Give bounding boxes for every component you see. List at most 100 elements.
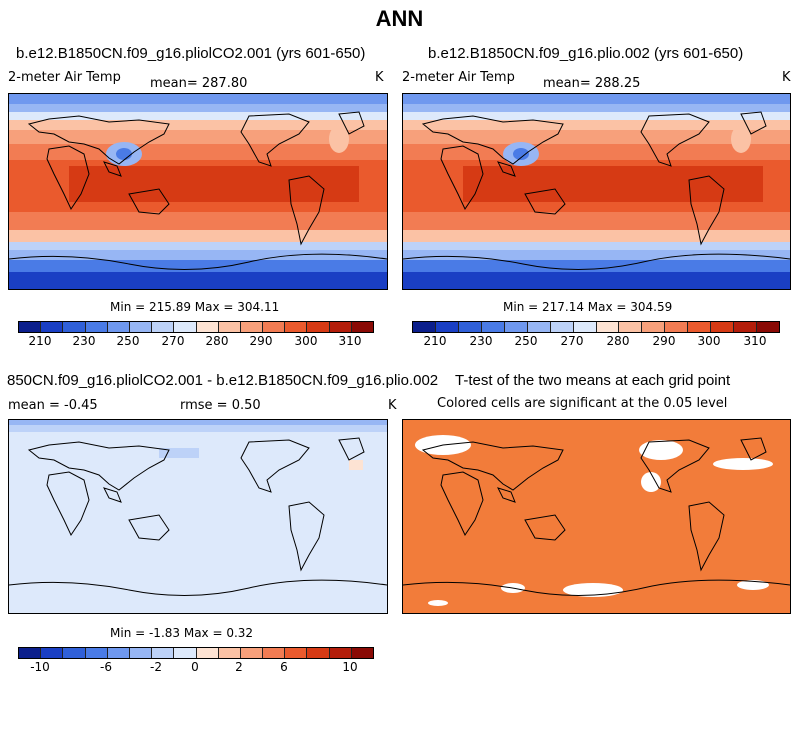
panel1-colorbar-labels: 210 230 250 270 280 290 300 310 xyxy=(18,334,372,348)
panel3-rmse: rmse = 0.50 xyxy=(180,398,261,413)
colorbar-segment xyxy=(757,322,779,332)
colorbar-segment xyxy=(218,322,241,332)
colorbar-segment xyxy=(19,648,42,658)
coastlines xyxy=(9,111,387,270)
colorbar-label: -10 xyxy=(30,660,50,674)
colorbar-segment xyxy=(665,322,689,332)
colorbar-label: 310 xyxy=(743,334,767,348)
colorbar-segment xyxy=(527,322,551,332)
colorbar-segment xyxy=(174,648,197,658)
colorbar-segment xyxy=(285,648,308,658)
colorbar-label: 6 xyxy=(280,660,288,674)
colorbar-segment xyxy=(573,322,597,332)
colorbar-segment xyxy=(413,322,436,332)
colorbar-label: 280 xyxy=(606,334,630,348)
colorbar-segment xyxy=(63,322,86,332)
colorbar-label: 210 xyxy=(28,334,52,348)
colorbar-label: -2 xyxy=(150,660,162,674)
colorbar-segment xyxy=(481,322,505,332)
colorbar-label: 210 xyxy=(423,334,447,348)
colorbar-segment xyxy=(329,322,352,332)
colorbar-segment xyxy=(196,322,219,332)
panel3-colorbar xyxy=(18,647,374,659)
colorbar-segment xyxy=(19,322,42,332)
colorbar-label: 270 xyxy=(560,334,584,348)
panel4-subtitle: Colored cells are significant at the 0.0… xyxy=(437,396,728,411)
colorbar-segment xyxy=(174,322,197,332)
colorbar-segment xyxy=(688,322,712,332)
colorbar-segment xyxy=(351,322,373,332)
panel1-colorbar xyxy=(18,321,374,333)
colorbar-label: 250 xyxy=(116,334,140,348)
colorbar-segment xyxy=(263,322,286,332)
colorbar-segment xyxy=(107,648,130,658)
colorbar-segment xyxy=(458,322,482,332)
colorbar-label: 230 xyxy=(469,334,493,348)
colorbar-label: 290 xyxy=(249,334,273,348)
colorbar-segment xyxy=(129,322,153,332)
colorbar-segment xyxy=(596,322,620,332)
colorbar-segment xyxy=(152,322,175,332)
panel1-case-title: b.e12.B1850CN.f09_g16.pliolCO2.001 (yrs … xyxy=(16,45,366,62)
colorbar-segment xyxy=(41,322,64,332)
colorbar-segment xyxy=(85,322,108,332)
panel2-units: K xyxy=(782,70,791,85)
coastlines xyxy=(403,437,790,596)
colorbar-segment xyxy=(41,648,64,658)
panel1-units: K xyxy=(375,70,384,85)
colorbar-label: 2 xyxy=(235,660,243,674)
panel3-minmax: Min = -1.83 Max = 0.32 xyxy=(110,626,254,640)
colorbar-label: 310 xyxy=(338,334,362,348)
colorbar-segment xyxy=(240,648,264,658)
colorbar-segment xyxy=(711,322,735,332)
panel1-map xyxy=(8,93,388,290)
colorbar-label: 300 xyxy=(697,334,721,348)
colorbar-segment xyxy=(351,648,373,658)
colorbar-segment xyxy=(619,322,643,332)
colorbar-label: 280 xyxy=(205,334,229,348)
panel3-mean: mean = -0.45 xyxy=(8,398,98,413)
colorbar-segment xyxy=(196,648,219,658)
plot-title: ANN xyxy=(375,6,424,31)
coastlines xyxy=(403,111,790,270)
panel2-variable: 2-meter Air Temp xyxy=(402,70,515,85)
panel4-title: T-test of the two means at each grid poi… xyxy=(455,372,731,389)
panel1-variable: 2-meter Air Temp xyxy=(8,70,121,85)
panel4-map xyxy=(402,419,791,614)
panel3-case-title: 850CN.f09_g16.pliolCO2.001 - b.e12.B1850… xyxy=(7,372,439,389)
colorbar-segment xyxy=(504,322,528,332)
panel2-case-title: b.e12.B1850CN.f09_g16.plio.002 (yrs 601-… xyxy=(428,45,744,62)
colorbar-label: 250 xyxy=(514,334,538,348)
colorbar-segment xyxy=(307,322,330,332)
colorbar-segment xyxy=(550,322,574,332)
significance-field xyxy=(403,420,790,613)
panel3-colorbar-labels: -10 -6 -2 0 2 6 10 xyxy=(18,660,372,674)
temperature-field xyxy=(9,94,387,289)
colorbar-label: 230 xyxy=(72,334,96,348)
colorbar-label: 270 xyxy=(161,334,185,348)
colorbar-segment xyxy=(307,648,330,658)
panel2-colorbar xyxy=(412,321,780,333)
panel1-mean: mean= 287.80 xyxy=(150,76,248,91)
temperature-field xyxy=(403,94,790,289)
colorbar-segment xyxy=(642,322,666,332)
colorbar-segment xyxy=(263,648,286,658)
difference-field xyxy=(9,420,387,613)
colorbar-segment xyxy=(63,648,86,658)
colorbar-segment xyxy=(107,322,130,332)
colorbar-label: 10 xyxy=(342,660,358,674)
colorbar-segment xyxy=(734,322,758,332)
panel3-map xyxy=(8,419,388,614)
colorbar-label: 290 xyxy=(652,334,676,348)
colorbar-label: 0 xyxy=(191,660,199,674)
panel2-mean: mean= 288.25 xyxy=(543,76,641,91)
panel3-units: K xyxy=(388,398,397,413)
colorbar-segment xyxy=(152,648,175,658)
colorbar-segment xyxy=(85,648,108,658)
coastlines xyxy=(9,437,387,596)
panel2-colorbar-labels: 210 230 250 270 280 290 300 310 xyxy=(412,334,778,348)
colorbar-segment xyxy=(285,322,308,332)
colorbar-label: -6 xyxy=(100,660,112,674)
panel2-minmax: Min = 217.14 Max = 304.59 xyxy=(503,300,673,314)
colorbar-segment xyxy=(240,322,264,332)
